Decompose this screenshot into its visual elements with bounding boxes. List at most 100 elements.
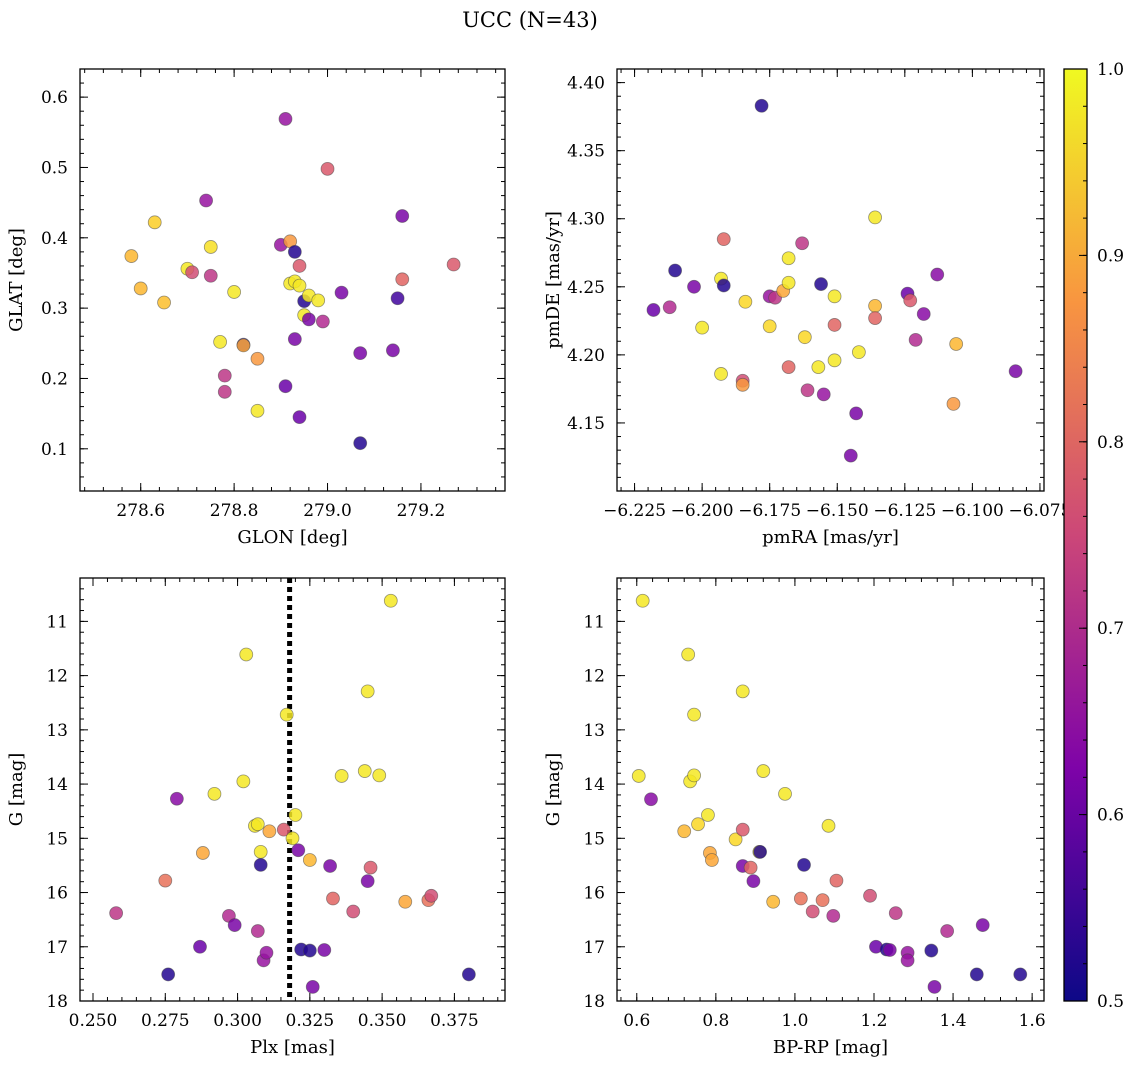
x-tick-label: 278.8 — [210, 501, 259, 521]
x-tick-label: 279.2 — [397, 501, 446, 521]
y-tick-label: 18 — [46, 992, 68, 1012]
scatter-point — [395, 272, 410, 287]
scatter-point — [317, 943, 332, 957]
y-axis-label: pmDE [mas/yr] — [543, 211, 564, 349]
scatter-point — [326, 891, 340, 906]
x-tick-label: 1.2 — [860, 1011, 887, 1031]
scatter-point — [236, 774, 251, 789]
scatter-point — [461, 967, 476, 982]
scatter-point — [762, 319, 777, 334]
scatter-point — [811, 360, 826, 375]
scatter-point — [291, 843, 306, 858]
colorbar-gradient — [1064, 69, 1087, 1001]
scatter-point — [827, 353, 842, 368]
y-tick-label: 16 — [583, 884, 605, 904]
scatter-point — [916, 307, 931, 321]
panel-bprp-g: 0.6 0.8 1.0 1.2 1.4 1.6 11 12 13 14 15 16 17 18 BP-RP … — [543, 577, 1046, 1058]
scatter-points — [646, 98, 1023, 463]
scatter-point — [829, 873, 844, 888]
scatter-point — [227, 918, 242, 932]
ticks — [80, 68, 505, 492]
y-tick-label: 12 — [583, 667, 605, 687]
x-tick-label: 0.8 — [702, 1011, 729, 1031]
scatter-point — [930, 267, 945, 282]
scatter-point — [133, 281, 148, 296]
scatter-point — [302, 853, 317, 867]
scatter-point — [766, 894, 781, 909]
scatter-point — [821, 818, 836, 833]
x-tick-label: −6.225 — [603, 501, 666, 521]
panel-pmra-pmde: −6.225 −6.200 −6.175 −6.150 −6.125 −6.100 −6.0… — [543, 68, 1071, 548]
scatter-point — [169, 791, 184, 806]
x-tick-label: 0.325 — [286, 1011, 335, 1031]
y-tick-label: 0.4 — [41, 229, 68, 249]
scatter-point — [315, 314, 330, 329]
y-tick-label: 11 — [46, 612, 68, 632]
scatter-point — [292, 278, 307, 293]
colorbar-frame — [1063, 68, 1088, 1002]
ticks — [80, 577, 505, 1002]
y-axis-label: G [mag] — [543, 753, 564, 826]
x-axis-label: GLON [deg] — [237, 527, 347, 548]
x-tick-label: 0.6 — [623, 1011, 650, 1031]
scatter-point — [124, 249, 139, 263]
scatter-point — [287, 244, 302, 259]
scatter-point — [704, 853, 719, 867]
scatter-point — [903, 293, 918, 308]
y-tick-label: 12 — [46, 667, 68, 687]
scatter-point — [716, 278, 731, 293]
x-tick-label: −6.075 — [1008, 501, 1071, 521]
x-axis-label: BP-RP [mag] — [773, 1037, 888, 1058]
scatter-point — [746, 874, 761, 889]
x-axis-label: pmRA [mas/yr] — [762, 527, 899, 548]
scatter-point — [927, 980, 942, 994]
y-tick-label: 0.6 — [41, 88, 68, 108]
scatter-point — [109, 906, 124, 921]
scatter-point — [360, 684, 375, 699]
scatter-point — [424, 888, 439, 903]
scatter-point — [207, 786, 222, 801]
scatter-point — [353, 436, 368, 451]
scatter-point — [900, 953, 915, 968]
panel-glon-glat: 278.6 278.8 279.0 279.2 0.1 0.2 0.3 0.4 0.5 0.6 GL… — [6, 68, 506, 548]
scatter-point — [949, 337, 964, 351]
scatter-point — [888, 906, 903, 921]
x-tick-label: −6.150 — [806, 501, 869, 521]
scatter-point — [631, 769, 646, 783]
ticks — [617, 68, 1044, 492]
scatter-point — [797, 330, 812, 345]
colorbar-tick-label: 0.8 — [1097, 433, 1124, 453]
colorbar-tick-label: 1.0 — [1097, 60, 1124, 80]
y-axis-label: GLAT [deg] — [6, 228, 27, 332]
colorbar-tick-label: 0.9 — [1097, 246, 1124, 266]
scatter-point — [320, 161, 335, 176]
scatter-point — [687, 768, 701, 783]
scatter-point — [701, 808, 715, 822]
scatter-point — [1008, 364, 1023, 379]
scatter-point — [292, 259, 307, 273]
scatter-point — [253, 857, 268, 872]
scatter-point — [259, 945, 274, 960]
scatter-point — [390, 291, 405, 306]
scatter-point — [363, 860, 378, 875]
y-tick-label: 4.35 — [567, 142, 605, 162]
panel-plx-g: 0.250 0.275 0.300 0.325 0.350 0.375 11 12 13 14 15… — [6, 577, 506, 1058]
scatter-point — [193, 939, 207, 954]
scatter-point — [843, 448, 858, 463]
scatter-point — [301, 312, 316, 327]
scatter-point — [253, 844, 268, 859]
ticks — [617, 577, 1044, 1002]
scatter-point — [311, 293, 326, 308]
y-tick-label: 0.1 — [41, 440, 68, 460]
axes-frame — [79, 68, 506, 492]
x-tick-label: 0.350 — [358, 1011, 407, 1031]
colorbar: 0.5 0.6 0.7 0.8 0.9 1.0 — [1063, 60, 1124, 1012]
scatter-points — [631, 593, 1028, 994]
x-axis-label: Plx [mas] — [250, 1037, 335, 1058]
x-tick-label: −6.175 — [738, 501, 801, 521]
scatter-point — [940, 924, 955, 938]
scatter-point — [781, 275, 796, 290]
scatter-point — [357, 764, 372, 778]
y-tick-label: 0.5 — [41, 158, 68, 178]
x-tick-label: 0.250 — [69, 1011, 118, 1031]
